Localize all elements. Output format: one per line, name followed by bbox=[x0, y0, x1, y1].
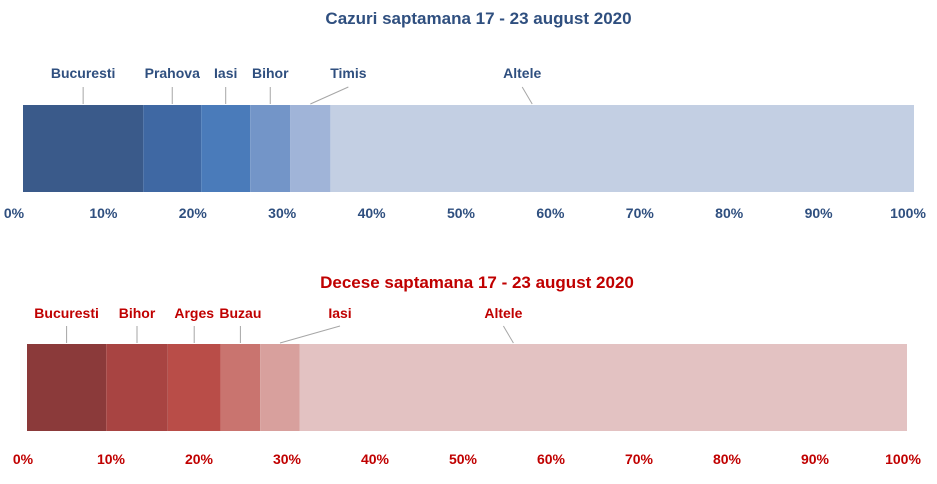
category-label: Timis bbox=[330, 65, 367, 81]
chart-title: Decese saptamana 17 - 23 august 2020 bbox=[320, 273, 634, 292]
category-label: Buzau bbox=[219, 305, 261, 321]
bar-segment-timis bbox=[290, 105, 331, 192]
bar-segment-altele bbox=[299, 344, 907, 431]
tick-label: 10% bbox=[89, 205, 118, 221]
tick-label: 90% bbox=[801, 451, 830, 467]
tick-label: 30% bbox=[273, 451, 302, 467]
tick-label: 70% bbox=[626, 205, 655, 221]
tick-label: 60% bbox=[536, 205, 565, 221]
leader-line bbox=[502, 325, 514, 344]
tick-label: 0% bbox=[13, 451, 34, 467]
tick-label: 40% bbox=[361, 451, 390, 467]
tick-label: 80% bbox=[713, 451, 742, 467]
leader-line bbox=[279, 325, 341, 344]
bar-segment-iasi bbox=[260, 344, 300, 431]
tick-label: 60% bbox=[537, 451, 566, 467]
tick-label: 20% bbox=[185, 451, 214, 467]
category-label: Arges bbox=[174, 305, 214, 321]
bar-segment-arges bbox=[167, 344, 221, 431]
bar-segment-altele bbox=[330, 105, 914, 192]
category-label: Bucuresti bbox=[34, 305, 99, 321]
tick-label: 20% bbox=[179, 205, 208, 221]
tick-label: 10% bbox=[97, 451, 126, 467]
leader-line bbox=[310, 86, 349, 105]
bar-segment-bihor bbox=[250, 105, 291, 192]
tick-label: 50% bbox=[447, 205, 476, 221]
chart-title: Cazuri saptamana 17 - 23 august 2020 bbox=[325, 9, 631, 28]
tick-label: 80% bbox=[715, 205, 744, 221]
bar-segment-buzau bbox=[220, 344, 261, 431]
tick-label: 70% bbox=[625, 451, 654, 467]
tick-label: 40% bbox=[358, 205, 387, 221]
tick-label: 30% bbox=[268, 205, 297, 221]
tick-label: 100% bbox=[885, 451, 921, 467]
category-label: Iasi bbox=[328, 305, 351, 321]
bar-segment-iasi bbox=[201, 105, 251, 192]
category-label: Iasi bbox=[214, 65, 237, 81]
tick-label: 100% bbox=[890, 205, 926, 221]
tick-label: 50% bbox=[449, 451, 478, 467]
category-label: Prahova bbox=[145, 65, 200, 81]
category-label: Altele bbox=[503, 65, 541, 81]
bar-segment-bucuresti bbox=[23, 105, 144, 192]
bar-segment-bucuresti bbox=[27, 344, 107, 431]
deaths-chart: Decese saptamana 17 - 23 august 2020 Bucu… bbox=[13, 273, 922, 467]
category-label: Altele bbox=[484, 305, 522, 321]
leader-line bbox=[521, 86, 533, 105]
tick-label: 0% bbox=[4, 205, 25, 221]
category-label: Bihor bbox=[119, 305, 156, 321]
category-label: Bucuresti bbox=[51, 65, 116, 81]
tick-label: 90% bbox=[805, 205, 834, 221]
category-label: Bihor bbox=[252, 65, 289, 81]
bar-segment-prahova bbox=[143, 105, 202, 192]
bar-segment-bihor bbox=[106, 344, 168, 431]
cases-chart: Cazuri saptamana 17 - 23 august 2020 Bucu… bbox=[4, 9, 927, 221]
